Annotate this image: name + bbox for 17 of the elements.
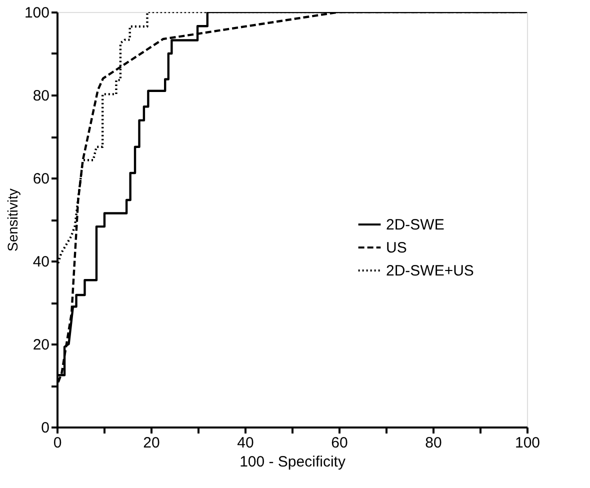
legend-label: 2D-SWE+US <box>386 262 474 280</box>
legend-label: 2D-SWE <box>386 216 444 234</box>
x-tick-label: 80 <box>425 434 442 452</box>
x-tick-label: 100 <box>514 434 540 452</box>
x-tick-label: 60 <box>331 434 348 452</box>
x-axis-title: 100 - Specificity <box>240 454 346 470</box>
y-tick-label: 0 <box>41 420 50 436</box>
y-axis-title: Sensitivity <box>4 188 20 252</box>
legend-label: US <box>386 240 407 256</box>
y-tick-label: 40 <box>32 254 50 270</box>
y-tick-label: 60 <box>32 170 50 188</box>
x-tick-label: 40 <box>237 434 254 452</box>
y-tick-label: 100 <box>24 4 50 22</box>
x-tick-label: 0 <box>53 434 62 452</box>
y-tick-label: 20 <box>32 336 50 354</box>
x-tick-label: 20 <box>143 434 160 452</box>
y-tick-label: 80 <box>32 88 50 104</box>
